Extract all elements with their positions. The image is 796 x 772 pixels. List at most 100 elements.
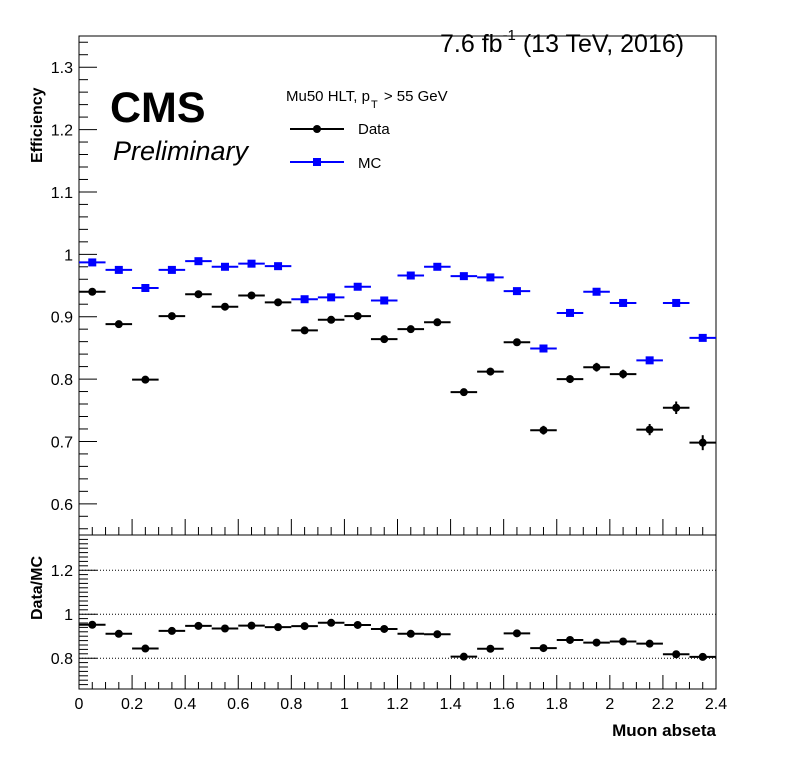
x-axis-title: Muon abseta	[612, 721, 716, 740]
efficiency-mc-point	[619, 298, 628, 307]
efficiency-data-point	[114, 320, 123, 329]
efficiency-data-point	[566, 375, 575, 384]
efficiency-data-point	[274, 298, 283, 307]
efficiency-mc-point	[380, 296, 389, 305]
ratio-ratio-point	[645, 639, 654, 648]
efficiency-mc-point	[539, 344, 548, 353]
efficiency-data-point	[141, 375, 150, 384]
efficiency-data-point	[327, 315, 336, 324]
x-tick-label: 1	[340, 696, 349, 713]
legend-entry-mc: MC	[358, 155, 382, 172]
efficiency-data-point	[512, 338, 521, 347]
efficiency-mc-point	[566, 308, 575, 317]
ratio-ratio-point	[220, 624, 229, 633]
ratio-ratio-point	[114, 629, 123, 638]
ratio-ratio-point	[247, 621, 256, 630]
efficiency-data-point	[539, 426, 548, 435]
ratio-ratio-point	[672, 650, 681, 659]
efficiency-data-point	[645, 425, 654, 434]
efficiency-data-point	[698, 438, 707, 447]
efficiency-data-point	[486, 367, 495, 376]
ratio-ratio-point	[88, 620, 97, 629]
efficiency-mc-point	[406, 271, 415, 280]
x-tick-label: 1.8	[546, 696, 568, 713]
efficiency-data-point	[406, 325, 415, 334]
efficiency-y-tick-label: 1.2	[51, 123, 73, 140]
ratio-ratio-point	[141, 644, 150, 653]
efficiency-data-point	[459, 388, 468, 397]
efficiency-mc-point	[433, 262, 442, 271]
efficiency-data-point	[194, 290, 203, 299]
ratio-y-tick-label: 0.8	[51, 651, 73, 668]
efficiency-mc-point	[459, 272, 468, 281]
ratio-ratio-point	[194, 621, 203, 630]
efficiency-y-tick-label: 0.7	[51, 434, 73, 451]
ratio-axis-title: Data/MC	[29, 556, 46, 620]
ratio-frame	[78, 534, 717, 690]
ratio-ratio-point	[300, 622, 309, 631]
efficiency-data-point	[300, 326, 309, 335]
ratio-ratio-point	[698, 652, 707, 661]
efficiency-data-point	[592, 363, 601, 372]
efficiency-mc-point	[300, 295, 309, 304]
efficiency-data-point	[672, 403, 681, 412]
ratio-ratio-point	[406, 629, 415, 638]
cms-label: CMS	[110, 84, 206, 132]
efficiency-mc-point	[592, 287, 601, 296]
legend	[290, 125, 344, 166]
efficiency-data-point	[88, 287, 97, 296]
x-tick-label: 0.8	[280, 696, 302, 713]
ratio-ratio-point	[433, 630, 442, 639]
x-tick-label: 1.2	[386, 696, 408, 713]
ratio-ratio-point	[486, 644, 495, 653]
ratio-ratio-point	[380, 624, 389, 633]
efficiency-mc-point	[167, 265, 176, 274]
ratio-ratio-point	[592, 638, 601, 647]
efficiency-mc-point	[247, 259, 256, 268]
efficiency-mc-point	[194, 257, 203, 266]
efficiency-y-tick-label: 1	[64, 247, 73, 264]
x-tick-label: 1.4	[439, 696, 461, 713]
efficiency-mc-point	[486, 273, 495, 282]
efficiency-mc-point	[645, 356, 654, 365]
efficiency-y-tick-label: 0.9	[51, 310, 73, 327]
efficiency-y-tick-label: 0.8	[51, 372, 73, 389]
ratio-ratio-point	[539, 644, 548, 653]
ratio-ratio-point	[512, 629, 521, 638]
efficiency-y-tick-label: 1.1	[51, 185, 73, 202]
efficiency-data-point	[167, 312, 176, 321]
x-tick-label: 2	[605, 696, 614, 713]
ratio-ratio-point	[459, 652, 468, 661]
x-tick-label: 0.6	[227, 696, 249, 713]
efficiency-data-point	[433, 318, 442, 327]
x-tick-label: 0.2	[121, 696, 143, 713]
legend-entry-data: Data	[358, 121, 390, 138]
efficiency-data-point	[220, 302, 229, 311]
x-tick-label: 0	[75, 696, 84, 713]
efficiency-data-point	[380, 335, 389, 344]
ratio-ratio-point	[167, 626, 176, 635]
efficiency-mc-point	[512, 287, 521, 296]
efficiency-mc-point	[327, 293, 336, 302]
efficiency-mc-point	[114, 265, 123, 274]
efficiency-mc-point	[88, 258, 97, 267]
ratio-ratio-point	[327, 618, 336, 627]
luminosity-label: 7.6 fb-1 (13 TeV, 2016)	[440, 27, 685, 58]
x-tick-label: 2.2	[652, 696, 674, 713]
efficiency-mc-point	[141, 283, 150, 292]
efficiency-mc-point	[698, 333, 707, 342]
ratio-y-tick-label: 1.2	[51, 563, 73, 580]
efficiency-axis-title: Efficiency	[29, 87, 46, 163]
efficiency-mc-point	[353, 282, 362, 291]
x-tick-label: 0.4	[174, 696, 196, 713]
efficiency-data-point	[619, 370, 628, 379]
efficiency-mc-point	[274, 262, 283, 271]
legend-marker-mc	[313, 158, 321, 166]
legend-marker-data	[313, 125, 321, 133]
efficiency-data-point	[247, 291, 256, 300]
legend-title: Mu50 HLT, pT > 55 GeV	[286, 88, 448, 111]
ratio-ratio-point	[566, 635, 575, 644]
ratio-y-tick-label: 1	[64, 607, 73, 624]
efficiency-mc-point	[220, 262, 229, 271]
